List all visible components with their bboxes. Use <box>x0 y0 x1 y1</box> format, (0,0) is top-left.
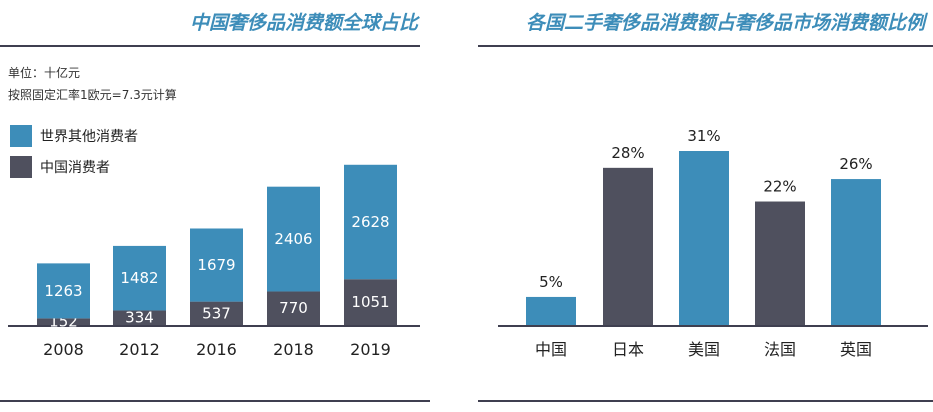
bar-value-label: 2628 <box>351 213 389 231</box>
bar-segment-rest-of-world-2008 <box>37 263 90 319</box>
bar-data-label: 31% <box>687 127 720 145</box>
bar-segment-rest-of-world-2012 <box>113 245 166 311</box>
bar-data-label: 28% <box>611 144 644 162</box>
bar-value-label: 770 <box>279 299 308 317</box>
x-tick-label: 2012 <box>119 340 160 359</box>
bar-segment-china-2019 <box>344 279 397 325</box>
left-title-rule <box>0 45 420 47</box>
bar-value-label: 1679 <box>197 256 235 274</box>
legend-item-rest-of-world: 世界其他消费者 <box>10 125 138 147</box>
bar-segment-rest-of-world-2018 <box>267 186 320 292</box>
bar-1 <box>603 167 653 325</box>
unit-note: 单位：十亿元 <box>8 66 81 80</box>
bar-2 <box>679 151 729 325</box>
bar-value-label: 2406 <box>274 230 312 248</box>
bar-value-label: 1051 <box>351 293 389 311</box>
legend-swatch-china <box>10 156 32 178</box>
right-bottom-rule <box>478 400 933 402</box>
x-tick-label: 英国 <box>840 340 872 359</box>
bar-segment-china-2012 <box>113 310 166 325</box>
bar-value-label: 1263 <box>44 282 82 300</box>
bar-segment-rest-of-world-2019 <box>344 164 397 280</box>
left-chart-title: 中国奢侈品消费额全球占比 <box>189 12 418 34</box>
stacked-bar-chart: 1521263200833414822012537167920167702406… <box>8 164 420 359</box>
bar-value-label: 1482 <box>120 269 158 287</box>
x-axis-line <box>498 325 928 327</box>
bar-data-label: 5% <box>539 273 563 291</box>
exchange-rate-note: 按照固定汇率1欧元=7.3元计算 <box>8 88 177 102</box>
x-tick-label: 日本 <box>612 340 644 359</box>
bar-data-label: 22% <box>763 178 796 196</box>
x-tick-label: 法国 <box>764 340 796 359</box>
x-tick-label: 2018 <box>273 340 314 359</box>
bar-segment-china-2008 <box>37 318 90 325</box>
x-axis-line <box>8 325 420 327</box>
x-tick-label: 2019 <box>350 340 391 359</box>
x-tick-label: 美国 <box>688 340 720 359</box>
legend-label-rest-of-world: 世界其他消费者 <box>40 129 138 145</box>
bar-4 <box>831 179 881 325</box>
bar-segment-china-2016 <box>190 301 243 325</box>
legend-swatch-rest-of-world <box>10 125 32 147</box>
bar-data-label: 26% <box>839 155 872 173</box>
bar-0 <box>526 296 576 325</box>
legend-label-china: 中国消费者 <box>40 160 110 176</box>
legend-item-china: 中国消费者 <box>10 156 110 178</box>
x-tick-label: 2016 <box>196 340 237 359</box>
right-title-rule <box>478 45 933 47</box>
bar-segment-china-2018 <box>267 291 320 325</box>
bar-3 <box>755 201 805 325</box>
x-tick-label: 2008 <box>43 340 84 359</box>
percentage-bar-chart: 5% 中国 28% 日本 31% 美国 22% 法国 26% 英国 <box>498 127 928 359</box>
bar-segment-rest-of-world-2016 <box>190 228 243 302</box>
right-chart-title: 各国二手奢侈品消费额占奢侈品市场消费额比例 <box>525 12 925 34</box>
bar-value-label: 334 <box>125 309 154 327</box>
left-bottom-rule <box>0 400 430 402</box>
x-tick-label: 中国 <box>535 340 567 359</box>
bar-value-label: 537 <box>202 304 231 322</box>
